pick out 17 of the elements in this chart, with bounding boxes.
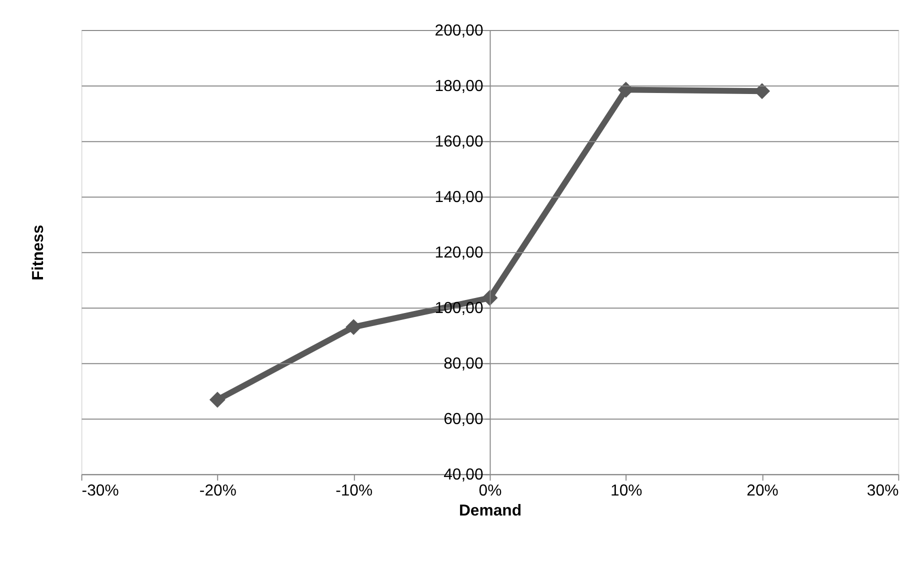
y-tick-label: 40,00 xyxy=(444,466,484,484)
y-axis-title: Fitness xyxy=(30,224,48,280)
y-tick-label: 140,00 xyxy=(434,189,484,206)
x-tick-label: 0% xyxy=(478,482,502,500)
y-tick-label: 80,00 xyxy=(444,356,484,373)
x-tick-label: 20% xyxy=(746,482,778,500)
y-tick-label: 120,00 xyxy=(434,244,484,262)
x-tick-label: 30% xyxy=(866,482,899,500)
y-tick-label: 200,00 xyxy=(434,22,484,40)
y-tick-label: 160,00 xyxy=(434,134,484,151)
x-tick-label: 10% xyxy=(610,482,642,500)
x-tick-label: -20% xyxy=(199,482,236,500)
y-tick-label: 60,00 xyxy=(444,411,484,428)
y-tick-label: 180,00 xyxy=(434,78,484,96)
x-tick-label: -30% xyxy=(82,482,119,500)
x-tick-label: -10% xyxy=(336,482,373,500)
x-axis-title: Demand xyxy=(458,502,522,520)
